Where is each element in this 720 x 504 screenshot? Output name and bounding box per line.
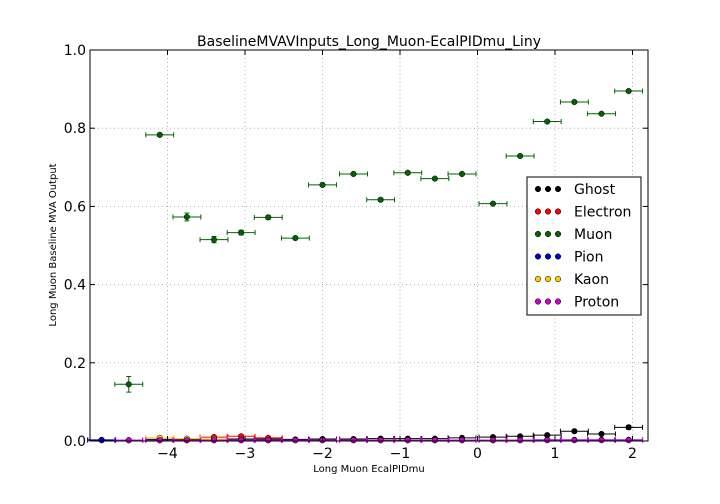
data-point xyxy=(350,170,357,177)
y-tick-label: 0.2 xyxy=(64,356,86,372)
data-point xyxy=(125,381,132,388)
data-point xyxy=(598,110,605,117)
data-point xyxy=(517,152,524,160)
data-point xyxy=(571,98,578,106)
y-tick-label: 0.8 xyxy=(64,121,86,137)
data-layer xyxy=(87,88,644,444)
x-axis-label: Long Muon EcalPIDmu xyxy=(313,464,424,475)
data-point xyxy=(210,437,218,444)
data-point xyxy=(125,437,132,444)
data-point xyxy=(431,437,438,444)
legend-marker xyxy=(534,208,542,215)
legend-marker xyxy=(544,208,552,215)
legend-marker xyxy=(534,298,542,305)
y-tick-label: 0.0 xyxy=(64,434,86,450)
legend-marker xyxy=(534,185,542,193)
data-point xyxy=(625,437,632,444)
data-point xyxy=(544,437,551,444)
data-point xyxy=(404,169,411,176)
legend-label: Pion xyxy=(574,250,603,266)
x-tick-label: −4 xyxy=(157,446,178,462)
data-point xyxy=(183,437,190,444)
data-point xyxy=(292,437,299,444)
x-tick-label: 2 xyxy=(628,446,637,462)
legend-label: Proton xyxy=(574,295,619,311)
data-point xyxy=(489,200,497,207)
y-tick-label: 0.6 xyxy=(64,199,86,215)
legend-marker xyxy=(554,253,562,260)
legend-marker xyxy=(534,230,542,238)
data-point xyxy=(571,428,578,435)
data-point xyxy=(98,437,105,444)
legend-marker xyxy=(534,253,542,260)
legend-marker xyxy=(554,185,562,193)
legend-item-muon: Muon xyxy=(534,227,612,243)
data-point xyxy=(625,88,632,95)
legend-marker xyxy=(544,230,552,238)
legend-item-electron: Electron xyxy=(534,205,631,221)
x-tick-label: −1 xyxy=(390,446,411,462)
data-point xyxy=(377,196,384,203)
legend-marker xyxy=(554,230,562,238)
data-point xyxy=(544,118,551,125)
legend-marker xyxy=(554,208,562,215)
data-point xyxy=(183,213,190,221)
data-point xyxy=(598,437,605,444)
data-point xyxy=(458,170,466,177)
data-point xyxy=(319,181,326,188)
legend-item-kaon: Kaon xyxy=(534,272,609,288)
legend-marker xyxy=(554,298,562,305)
legend-label: Kaon xyxy=(574,272,609,288)
data-point xyxy=(156,437,163,444)
x-tick-label: −3 xyxy=(235,446,256,462)
x-tick-label: −2 xyxy=(312,446,333,462)
data-point xyxy=(377,437,384,444)
data-point xyxy=(292,235,299,242)
legend-label: Ghost xyxy=(574,182,616,198)
legend-label: Muon xyxy=(574,227,612,243)
data-point xyxy=(265,214,272,221)
chart-title: BaselineMVAVInputs_Long_Muon-EcalPIDmu_L… xyxy=(197,34,541,50)
legend-marker xyxy=(534,275,542,283)
data-point xyxy=(156,131,163,138)
axis-ticks: −4 −3 −2 −1 0 1 2 0.0 0.2 0.4 0.6 0.8 1.0 xyxy=(64,43,648,462)
data-point xyxy=(404,437,411,444)
series-proton xyxy=(114,437,644,444)
legend-box xyxy=(526,176,642,316)
legend-label: Electron xyxy=(574,205,631,221)
data-point xyxy=(238,229,245,236)
x-tick-label: 1 xyxy=(551,446,560,462)
data-point xyxy=(431,175,438,182)
data-point xyxy=(238,437,245,444)
legend-marker xyxy=(554,275,562,283)
data-point xyxy=(598,430,605,438)
legend-item-proton: Proton xyxy=(534,295,619,311)
data-point xyxy=(571,437,578,444)
legend-marker xyxy=(544,275,552,283)
data-point xyxy=(265,437,272,444)
data-point xyxy=(210,236,218,243)
series-muon xyxy=(114,88,644,393)
legend-marker xyxy=(544,185,552,193)
legend-item-ghost: Ghost xyxy=(534,182,616,198)
legend-marker xyxy=(544,253,552,260)
data-point xyxy=(517,437,524,444)
data-point xyxy=(350,437,357,444)
y-tick-label: 1.0 xyxy=(64,43,86,59)
data-point xyxy=(489,437,497,444)
legend: Ghost Electron Muon Pion Kaon Proton xyxy=(526,176,642,316)
data-point xyxy=(458,437,466,444)
x-tick-label: 0 xyxy=(473,446,482,462)
plot-frame xyxy=(89,49,649,442)
legend-item-pion: Pion xyxy=(534,250,603,266)
data-point xyxy=(625,424,632,431)
y-axis-label: Long Muon Baseline MVA Output xyxy=(48,163,59,326)
y-tick-label: 0.4 xyxy=(64,278,86,294)
legend-marker xyxy=(544,298,552,305)
